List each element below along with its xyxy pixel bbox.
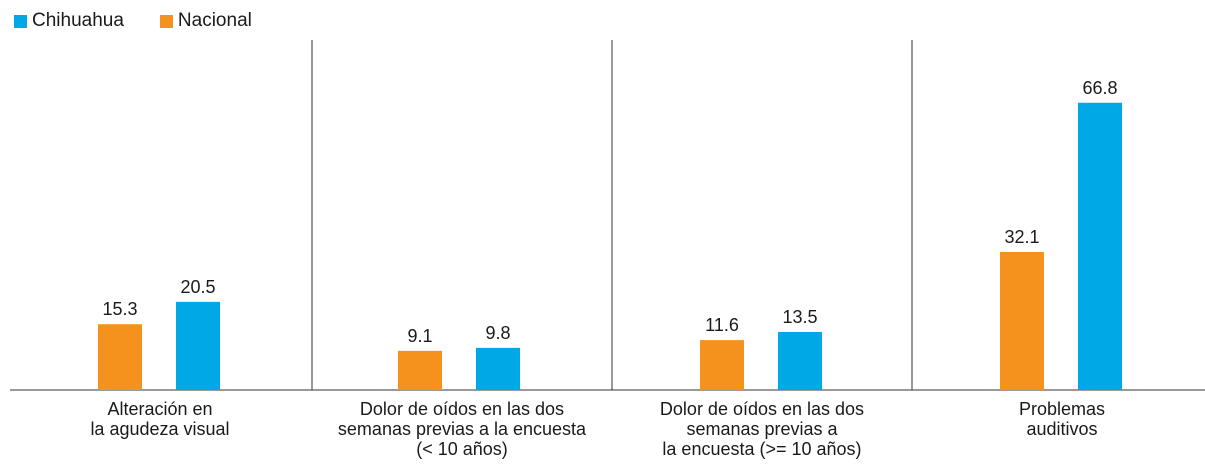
data-label-nacional-2: 9.1 [407,326,432,346]
category-label-1: Alteración en la agudeza visual [90,399,230,439]
bar-nacional-4 [1000,251,1044,390]
category-label-2: Dolor de oídos en las dos semanas previa… [337,399,587,459]
bar-nacional-3 [700,340,744,390]
category-label-3: Dolor de oídos en las dos semanas previa… [659,399,865,459]
data-label-nacional-1: 15.3 [102,299,137,319]
bar-chihuahua-4 [1078,102,1122,390]
chart-legend: Chihuahua Nacional [14,8,252,34]
bar-chihuahua-1 [176,301,220,390]
bar-nacional-1 [98,324,142,390]
bar-nacional-2 [398,350,442,390]
data-label-nacional-4: 32.1 [1004,227,1039,247]
legend-swatch-nacional [159,14,173,28]
legend-swatch-chihuahua [14,14,27,28]
legend-item-nacional: Nacional [159,10,252,32]
legend-item-chihuahua: Chihuahua [14,10,124,32]
legend-label-nacional: Nacional [177,10,252,31]
bar-chihuahua-2 [476,347,520,390]
data-label-chihuahua-1: 20.5 [180,277,215,297]
data-label-chihuahua-4: 66.8 [1082,78,1117,98]
data-label-chihuahua-2: 9.8 [485,323,510,343]
data-label-chihuahua-3: 13.5 [782,307,817,327]
legend-label-chihuahua: Chihuahua [32,10,124,31]
data-label-nacional-3: 11.6 [705,315,739,335]
category-label-4: Problemas auditivos [1018,399,1106,439]
bar-chihuahua-3 [778,331,822,390]
